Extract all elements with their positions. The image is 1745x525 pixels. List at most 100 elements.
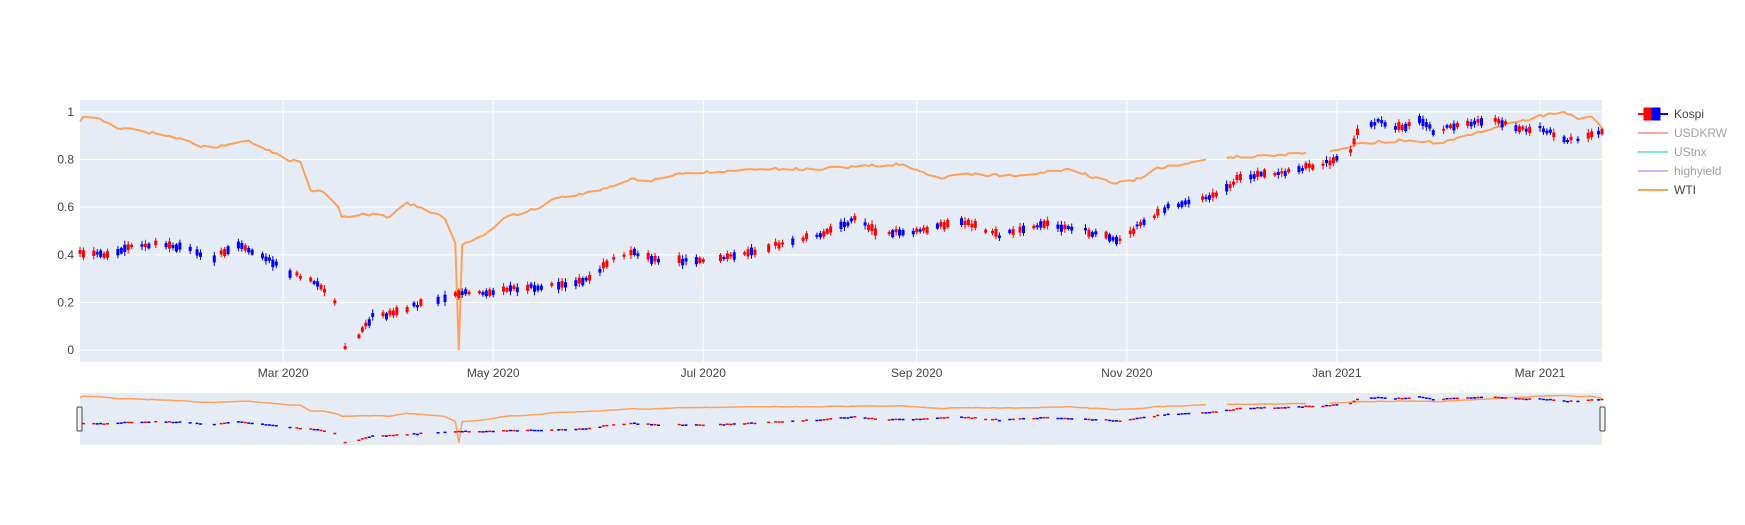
slider-kospi-candle: [1300, 406, 1304, 409]
slider-kospi-candle: [457, 430, 461, 433]
slider-kospi-candle: [922, 418, 926, 420]
slider-kospi-candle: [1063, 417, 1067, 420]
slider-kospi-candle: [1356, 398, 1360, 401]
slider-kospi-candle: [732, 423, 736, 425]
kospi-candle: [560, 281, 564, 288]
range-slider-left-handle[interactable]: [76, 406, 83, 432]
slider-kospi-candle: [381, 435, 385, 437]
kospi-candle: [443, 294, 447, 303]
slider-kospi-candle: [1070, 418, 1074, 420]
slider-kospi-candle: [357, 439, 361, 442]
slider-kospi-candle: [767, 421, 771, 424]
slider-kospi-candle: [1111, 420, 1115, 422]
kospi-candle: [1600, 129, 1604, 135]
kospi-legend-increasing-box: [1643, 107, 1653, 121]
kospi-candle: [935, 223, 939, 229]
kospi-candle: [564, 282, 568, 288]
slider-kospi-candle: [1156, 414, 1160, 417]
legend-item-highyield[interactable]: highyield: [1638, 164, 1721, 178]
slider-kospi-candle: [984, 418, 988, 421]
slider-kospi-candle: [1252, 407, 1256, 410]
slider-kospi-candle: [1548, 398, 1552, 401]
slider-kospi-candle: [846, 417, 850, 419]
legend-item-wti[interactable]: WTI: [1638, 183, 1696, 197]
kospi-candle: [694, 257, 698, 265]
slider-kospi-candle: [316, 428, 320, 431]
slider-kospi-candle: [1541, 398, 1545, 401]
kospi-candle: [123, 244, 127, 252]
kospi-candle: [81, 250, 85, 258]
kospi-candle: [718, 254, 722, 262]
kospi-candle: [1152, 215, 1156, 219]
slider-kospi-candle: [1397, 397, 1401, 399]
kospi-candle: [753, 249, 757, 255]
kospi-candle: [1163, 207, 1167, 213]
kospi-candle: [288, 270, 292, 278]
kospi-candle: [780, 242, 784, 245]
kospi-candle: [505, 287, 509, 292]
kospi-candle: [1524, 128, 1528, 132]
kospi-candle: [1479, 118, 1483, 126]
slider-kospi-candle: [312, 428, 316, 431]
kospi-candle: [842, 221, 846, 228]
slider-kospi-candle: [1448, 397, 1452, 400]
kospi-candle: [677, 255, 681, 264]
kospi-candle: [1297, 166, 1301, 173]
kospi-candle: [95, 251, 99, 255]
kospi-candle: [405, 306, 409, 313]
range-slider-right-handle[interactable]: [1599, 406, 1606, 432]
kospi-candle: [777, 242, 781, 249]
kospi-candle: [846, 222, 850, 226]
kospi-candle: [219, 250, 223, 255]
kospi-candle: [1256, 170, 1260, 177]
legend-item-usdkrw[interactable]: USDKRW: [1638, 126, 1728, 140]
kospi-candle: [1328, 160, 1332, 166]
slider-kospi-candle: [1187, 412, 1191, 415]
kospi-candle: [1128, 230, 1132, 235]
slider-kospi-candle: [364, 437, 368, 439]
slider-kospi-candle: [240, 421, 244, 423]
kospi-candle: [1397, 122, 1401, 130]
kospi-candle: [1180, 201, 1184, 207]
legend-item-kospi[interactable]: Kospi: [1638, 107, 1704, 121]
legend-item-ustnx[interactable]: UStnx: [1638, 145, 1707, 159]
slider-kospi-candle: [1349, 402, 1353, 405]
kospi-candle: [632, 248, 636, 255]
kospi-candle: [577, 277, 581, 284]
slider-kospi-candle: [818, 419, 822, 421]
slider-kospi-candle: [1142, 416, 1146, 419]
kospi-candle: [147, 243, 151, 249]
kospi-candle: [188, 246, 192, 252]
x-tick-label: Jul 2020: [681, 366, 727, 380]
slider-kospi-candle: [178, 421, 182, 423]
slider-kospi-candle: [791, 420, 795, 422]
slider-kospi-candle: [1545, 399, 1549, 401]
slider-kospi-candle: [749, 422, 753, 424]
kospi-candle: [994, 228, 998, 237]
slider-kospi-candle: [1287, 406, 1291, 409]
slider-kospi-candle: [605, 424, 609, 427]
kospi-candle: [226, 246, 230, 255]
kospi-candle: [1349, 149, 1353, 153]
slider-kospi-candle: [502, 430, 506, 432]
slider-kospi-candle: [805, 419, 809, 421]
slider-kospi-candle: [1417, 396, 1421, 398]
slider-kospi-candle: [1283, 407, 1287, 409]
wti-line: [79, 115, 1207, 351]
slider-kospi-candle: [1152, 415, 1156, 418]
kospi-candle: [1070, 226, 1074, 231]
range-slider-background[interactable]: [80, 393, 1602, 445]
x-tick-label: Sep 2020: [891, 366, 943, 380]
kospi-candle: [1018, 226, 1022, 233]
slider-kospi-candle: [915, 418, 919, 421]
kospi-candle: [1352, 138, 1356, 145]
kospi-candle: [1469, 121, 1473, 127]
kospi-candle: [1083, 228, 1087, 231]
kospi-candle: [484, 290, 488, 297]
kospi-candle: [1183, 200, 1187, 205]
kospi-candle: [171, 244, 175, 249]
kospi-candle: [870, 224, 874, 232]
slider-kospi-candle: [1421, 396, 1425, 399]
kospi-candle: [1211, 192, 1215, 198]
legend-label: highyield: [1674, 164, 1721, 178]
